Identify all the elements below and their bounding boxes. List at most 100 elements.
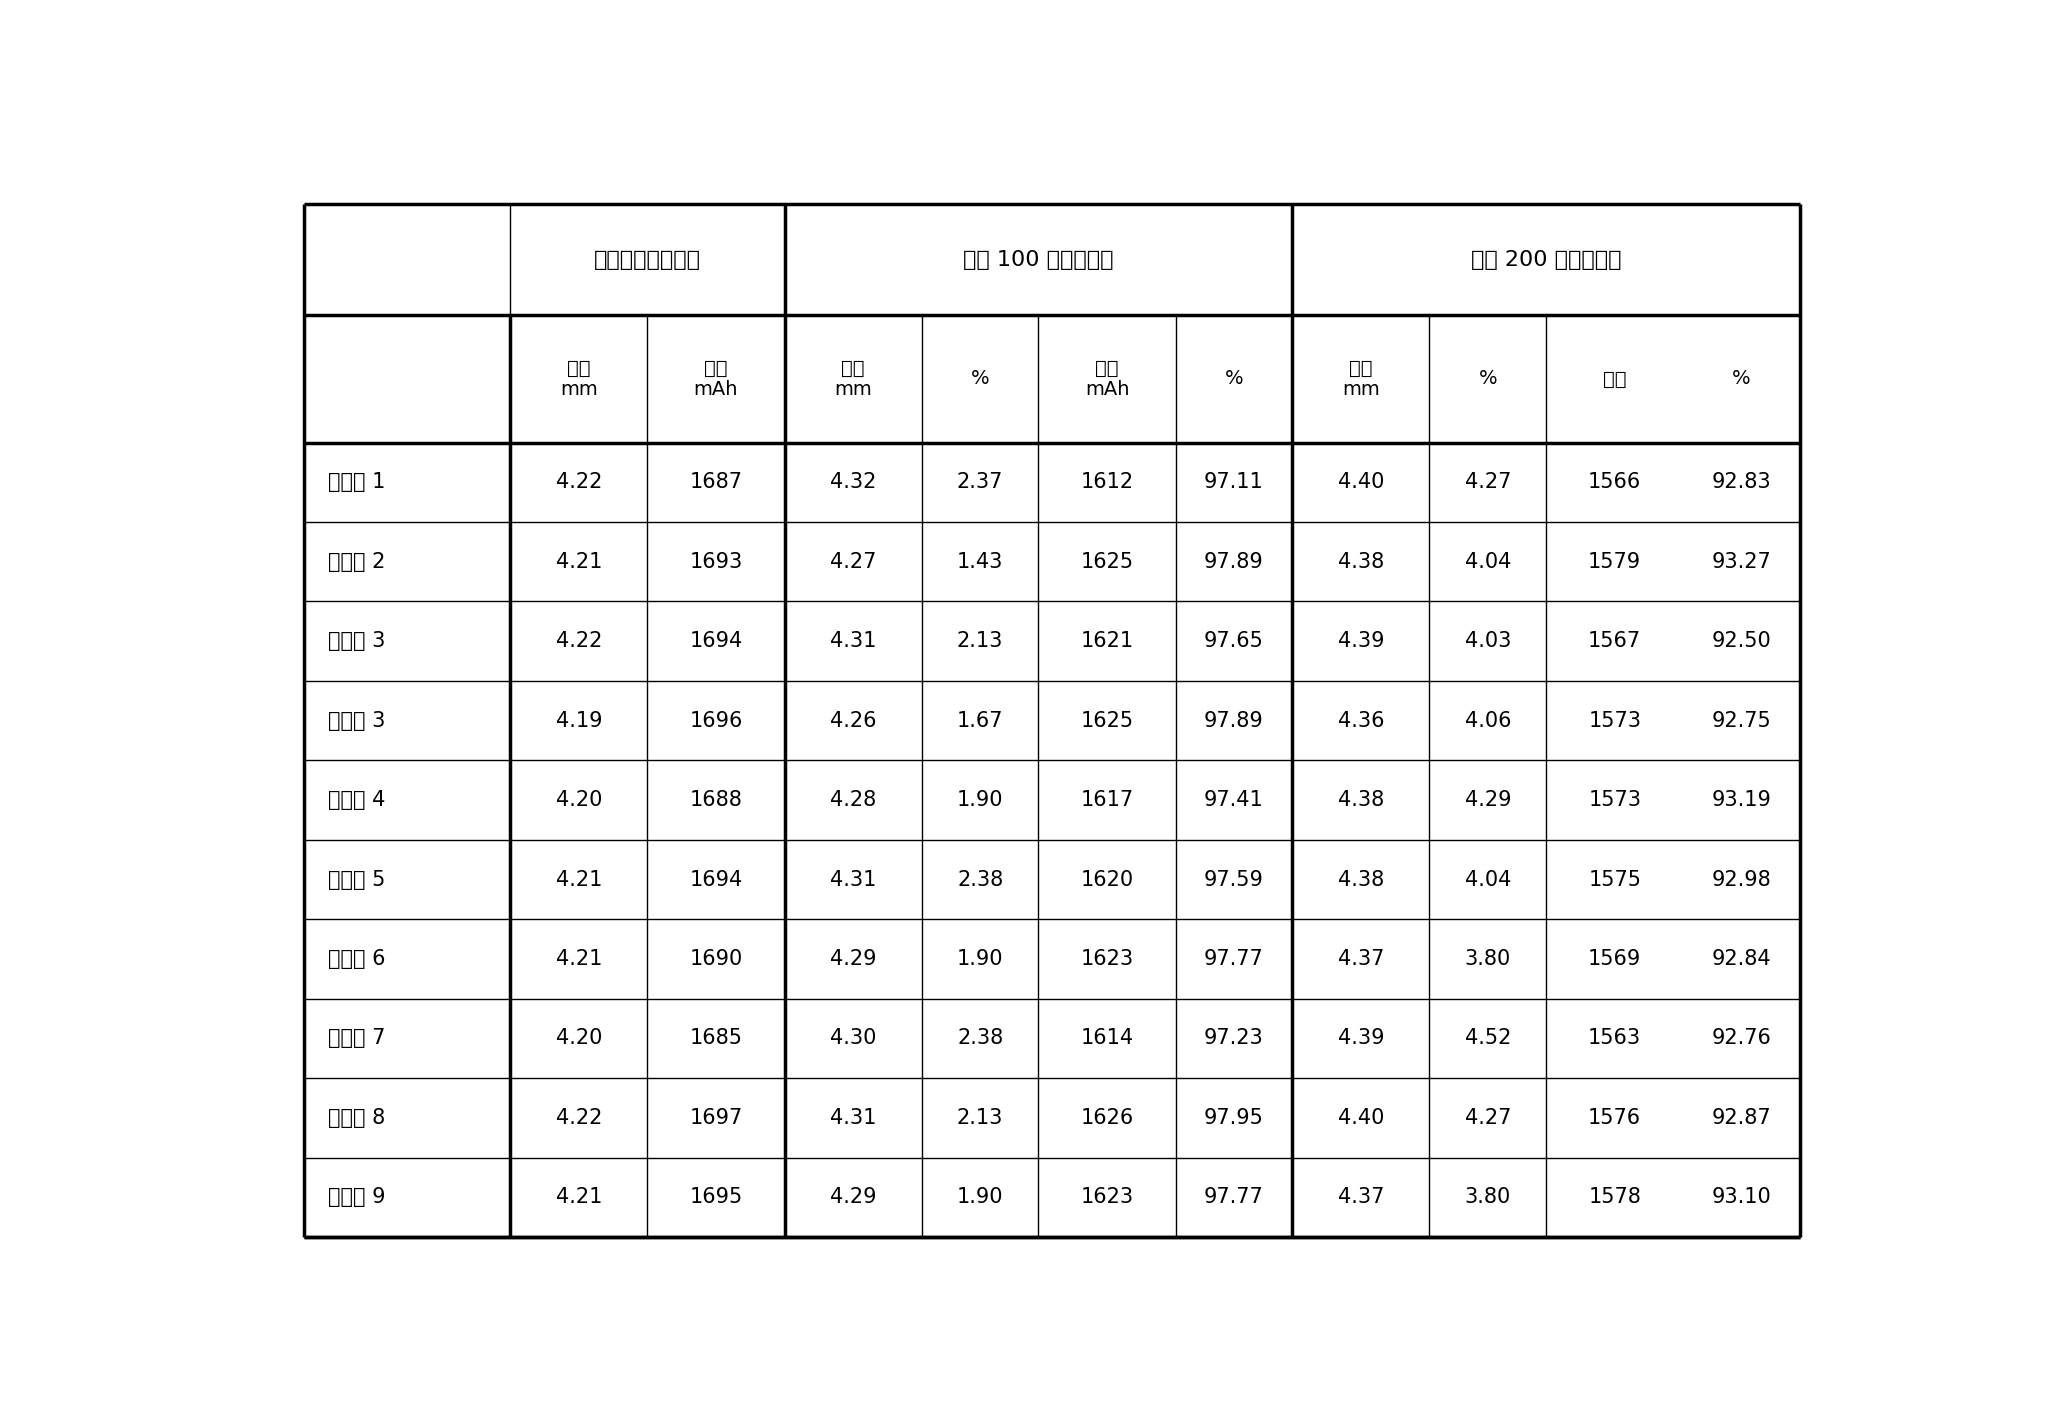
Text: 1626: 1626 [1080, 1107, 1133, 1127]
Text: 1612: 1612 [1080, 472, 1133, 492]
Text: 4.38: 4.38 [1339, 791, 1384, 811]
Text: %: % [971, 370, 990, 388]
Text: 容量: 容量 [1603, 370, 1626, 388]
Text: 1696: 1696 [690, 711, 743, 731]
Text: 1693: 1693 [690, 552, 743, 572]
Text: 4.22: 4.22 [556, 631, 602, 651]
Text: 97.89: 97.89 [1205, 552, 1265, 572]
Text: 实施例 6: 实施例 6 [328, 949, 386, 969]
Text: 4.21: 4.21 [556, 1187, 602, 1207]
Text: 4.27: 4.27 [1464, 472, 1511, 492]
Text: 4.37: 4.37 [1339, 1187, 1384, 1207]
Text: 循环 200 次（满电）: 循环 200 次（满电） [1470, 250, 1622, 270]
Text: 92.50: 92.50 [1712, 631, 1772, 651]
Text: 97.77: 97.77 [1205, 949, 1265, 969]
Text: 3.80: 3.80 [1464, 1187, 1511, 1207]
Text: 4.31: 4.31 [829, 631, 877, 651]
Text: 容量
mAh: 容量 mAh [694, 358, 739, 400]
Text: 4.30: 4.30 [829, 1029, 877, 1049]
Text: 4.39: 4.39 [1339, 631, 1384, 651]
Text: 92.75: 92.75 [1712, 711, 1772, 731]
Text: 实施例 2: 实施例 2 [328, 552, 386, 572]
Text: 2.38: 2.38 [957, 1029, 1004, 1049]
Text: 1569: 1569 [1589, 949, 1640, 969]
Text: 1617: 1617 [1080, 791, 1133, 811]
Text: 4.31: 4.31 [829, 1107, 877, 1127]
Text: 1575: 1575 [1589, 869, 1640, 889]
Text: 2.38: 2.38 [957, 869, 1004, 889]
Text: 97.23: 97.23 [1205, 1029, 1265, 1049]
Text: 93.19: 93.19 [1712, 791, 1772, 811]
Text: 4.06: 4.06 [1464, 711, 1511, 731]
Text: 厚度
mm: 厚度 mm [1343, 358, 1380, 400]
Text: 92.98: 92.98 [1712, 869, 1772, 889]
Text: 92.87: 92.87 [1712, 1107, 1772, 1127]
Text: 92.83: 92.83 [1712, 472, 1772, 492]
Text: 1620: 1620 [1080, 869, 1133, 889]
Text: 4.04: 4.04 [1464, 869, 1511, 889]
Text: 初始状态（满电）: 初始状态（满电） [593, 250, 700, 270]
Text: 实施例 3: 实施例 3 [328, 631, 386, 651]
Text: 92.84: 92.84 [1712, 949, 1772, 969]
Text: 1576: 1576 [1589, 1107, 1640, 1127]
Text: 4.38: 4.38 [1339, 869, 1384, 889]
Text: 4.29: 4.29 [829, 949, 877, 969]
Text: 4.20: 4.20 [556, 1029, 602, 1049]
Text: 1.90: 1.90 [957, 949, 1004, 969]
Text: %: % [1478, 370, 1497, 388]
Text: 1566: 1566 [1589, 472, 1640, 492]
Text: 1579: 1579 [1589, 552, 1640, 572]
Text: 1.90: 1.90 [957, 791, 1004, 811]
Text: 4.04: 4.04 [1464, 552, 1511, 572]
Text: 97.41: 97.41 [1205, 791, 1265, 811]
Text: 4.27: 4.27 [1464, 1107, 1511, 1127]
Text: 实施例 3: 实施例 3 [328, 711, 386, 731]
Text: 4.40: 4.40 [1339, 1107, 1384, 1127]
Text: 97.77: 97.77 [1205, 1187, 1265, 1207]
Text: 容量
mAh: 容量 mAh [1084, 358, 1129, 400]
Text: 4.39: 4.39 [1339, 1029, 1384, 1049]
Text: 1694: 1694 [690, 631, 743, 651]
Text: 实施例 1: 实施例 1 [328, 472, 386, 492]
Text: 1625: 1625 [1080, 711, 1133, 731]
Text: 97.11: 97.11 [1205, 472, 1265, 492]
Text: 4.19: 4.19 [556, 711, 602, 731]
Text: 4.36: 4.36 [1339, 711, 1384, 731]
Text: 4.52: 4.52 [1464, 1029, 1511, 1049]
Text: 97.95: 97.95 [1203, 1107, 1265, 1127]
Text: 92.76: 92.76 [1712, 1029, 1772, 1049]
Text: 2.13: 2.13 [957, 1107, 1004, 1127]
Text: 4.22: 4.22 [556, 472, 602, 492]
Text: 4.32: 4.32 [829, 472, 877, 492]
Text: 1.90: 1.90 [957, 1187, 1004, 1207]
Text: 循环 100 次（满电）: 循环 100 次（满电） [963, 250, 1113, 270]
Text: 97.89: 97.89 [1205, 711, 1265, 731]
Text: 1685: 1685 [690, 1029, 743, 1049]
Text: 4.28: 4.28 [829, 791, 877, 811]
Text: 实施例 7: 实施例 7 [328, 1029, 386, 1049]
Text: 1688: 1688 [690, 791, 743, 811]
Text: 实施例 5: 实施例 5 [328, 869, 386, 889]
Text: 1567: 1567 [1589, 631, 1640, 651]
Text: 1573: 1573 [1589, 711, 1640, 731]
Text: 1695: 1695 [690, 1187, 743, 1207]
Text: 4.40: 4.40 [1339, 472, 1384, 492]
Text: 1687: 1687 [690, 472, 743, 492]
Text: 97.59: 97.59 [1203, 869, 1265, 889]
Text: 厚度
mm: 厚度 mm [560, 358, 597, 400]
Text: 1614: 1614 [1080, 1029, 1133, 1049]
Text: 1690: 1690 [690, 949, 743, 969]
Text: 4.26: 4.26 [829, 711, 877, 731]
Text: 4.21: 4.21 [556, 552, 602, 572]
Text: 1625: 1625 [1080, 552, 1133, 572]
Text: 实施例 4: 实施例 4 [328, 791, 386, 811]
Text: 4.38: 4.38 [1339, 552, 1384, 572]
Text: 4.21: 4.21 [556, 949, 602, 969]
Text: 4.37: 4.37 [1339, 949, 1384, 969]
Text: 4.22: 4.22 [556, 1107, 602, 1127]
Text: 2.37: 2.37 [957, 472, 1004, 492]
Text: 1623: 1623 [1080, 949, 1133, 969]
Text: 4.27: 4.27 [829, 552, 877, 572]
Text: 2.13: 2.13 [957, 631, 1004, 651]
Text: 1694: 1694 [690, 869, 743, 889]
